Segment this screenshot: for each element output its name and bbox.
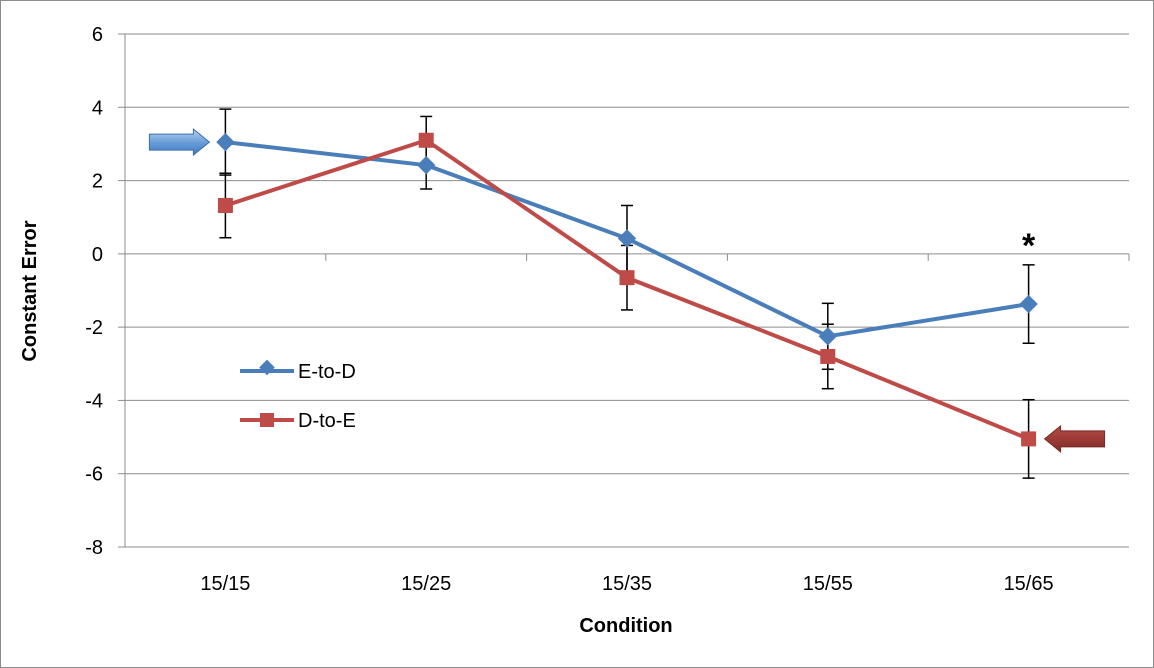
axes <box>118 33 1130 548</box>
x-tick-label: 15/25 <box>401 573 451 595</box>
y-tick-label: -2 <box>85 317 103 339</box>
x-axis-title: Condition <box>579 615 672 637</box>
point-e-to-d <box>617 229 637 248</box>
gridlines <box>125 33 1129 548</box>
significance-asterisk: * <box>1022 227 1036 265</box>
point-e-to-d <box>1019 294 1038 314</box>
y-tick-label: -4 <box>85 390 103 412</box>
y-tick-label: 0 <box>92 244 103 266</box>
x-tick-label: 15/65 <box>1004 573 1054 595</box>
y-tick-label: -6 <box>85 464 103 486</box>
y-tick-label: 6 <box>92 24 103 46</box>
highlight-arrow-left <box>1043 424 1106 453</box>
point-d-to-e <box>820 348 836 364</box>
legend-item-d-to-e: D-to-E <box>240 410 356 432</box>
y-tick-label: 4 <box>92 97 103 119</box>
point-e-to-d <box>216 132 235 152</box>
y-tick-label: -8 <box>85 537 103 559</box>
point-e-to-d <box>818 327 837 346</box>
point-d-to-e <box>619 270 635 286</box>
point-d-to-e <box>217 197 233 213</box>
legend-item-e-to-d: E-to-D <box>240 359 356 383</box>
x-tick-label: 15/15 <box>200 573 250 595</box>
series <box>216 132 1038 447</box>
annotations: * <box>148 128 1106 453</box>
legend-label: D-to-E <box>298 410 356 432</box>
legend: E-to-D D-to-E <box>240 359 356 432</box>
x-tick-label: 15/55 <box>803 573 853 595</box>
y-axis-title: Constant Error <box>19 220 41 361</box>
point-d-to-e <box>418 132 434 148</box>
tick-labels: -8 -6 -4 -2 0 2 4 6 15/15 15/25 15/35 15/55 15/65 <box>85 24 1053 595</box>
point-e-to-d <box>417 155 436 175</box>
point-d-to-e <box>1021 431 1037 447</box>
legend-swatch-marker <box>260 413 274 427</box>
highlight-arrow-right <box>148 128 211 157</box>
legend-swatch-marker <box>259 359 275 376</box>
x-tick-label: 15/35 <box>602 573 652 595</box>
y-tick-label: 2 <box>92 171 103 193</box>
legend-label: E-to-D <box>298 361 356 383</box>
